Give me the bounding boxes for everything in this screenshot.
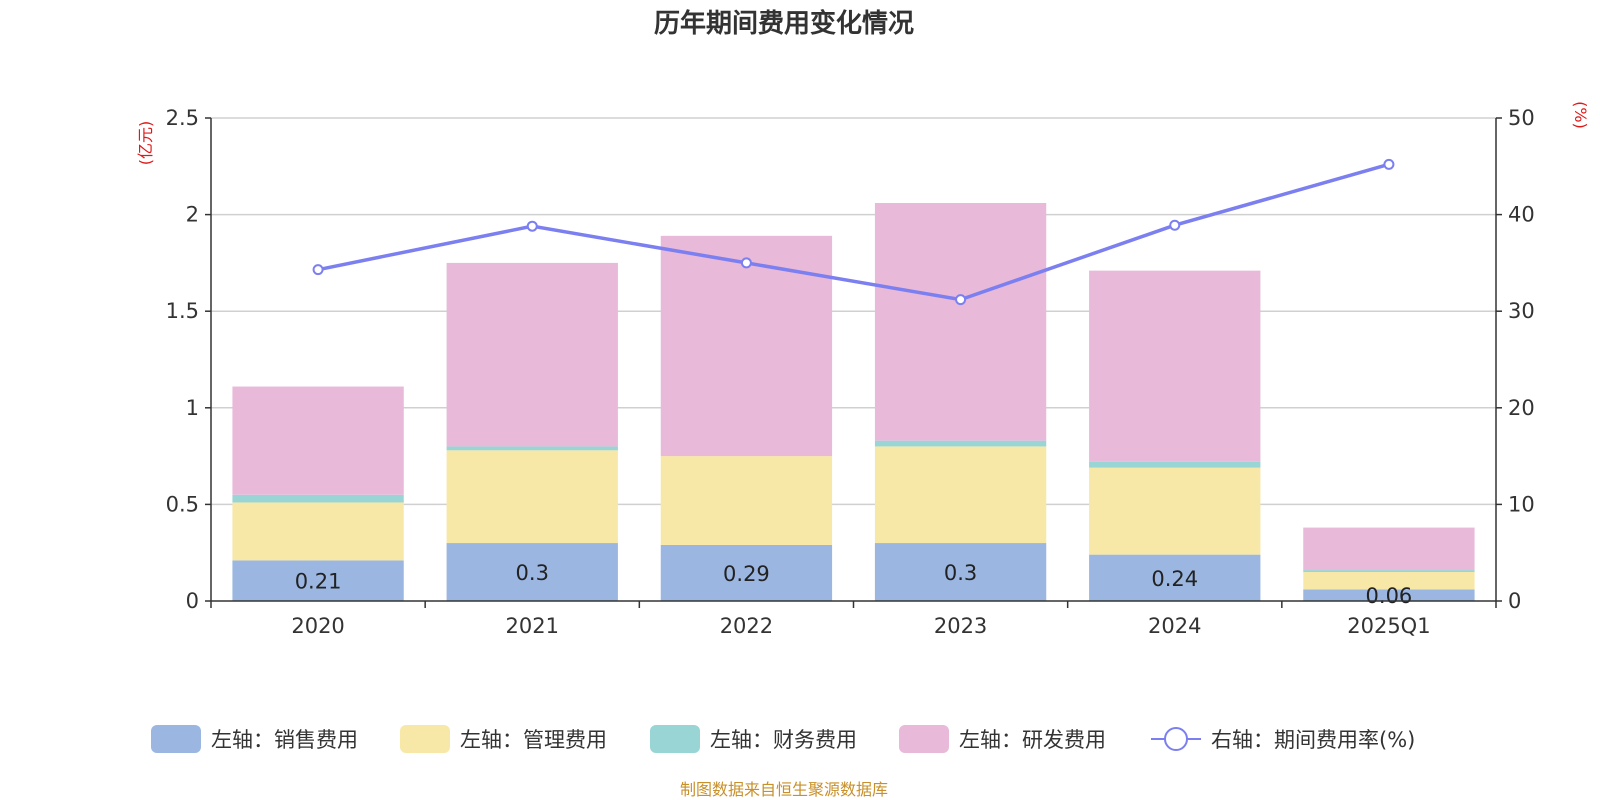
bar-segment [446, 262, 618, 447]
right-axis-tick-label: 20 [1508, 396, 1535, 420]
bar-value-label: 0.29 [723, 562, 770, 586]
rate-line [312, 158, 1395, 306]
bar-segment [446, 450, 618, 544]
left-axis-tick-label: 0 [186, 589, 199, 613]
x-axis-tick-label: 2021 [506, 614, 559, 638]
bar-value-label: 0.3 [944, 561, 977, 585]
bar-value-label: 0.24 [1151, 567, 1198, 591]
legend-label: 左轴：财务费用 [710, 728, 857, 752]
bar-segment [232, 502, 404, 561]
bar-segment [660, 456, 833, 545]
right-axis-tick-label: 50 [1508, 106, 1535, 130]
bar-segment [232, 494, 404, 503]
left-axis-tick-label: 0.5 [166, 492, 199, 516]
bar-value-label: 0.06 [1366, 584, 1413, 608]
legend-swatch [400, 725, 450, 753]
rate-point [1383, 158, 1395, 170]
left-axis-tick-label: 2 [186, 203, 199, 227]
x-axis-tick-label: 2025Q1 [1347, 614, 1430, 638]
right-axis-tick-label: 10 [1508, 492, 1535, 516]
bar-value-label: 0.21 [295, 570, 342, 594]
source-note: 制图数据来自恒生聚源数据库 [680, 780, 888, 799]
x-axis-tick-label: 2024 [1148, 614, 1201, 638]
bar-segment [1089, 461, 1261, 468]
right-axis-tick-label: 30 [1508, 299, 1535, 323]
rate-line-path [317, 162, 1390, 302]
bar-segment [660, 235, 833, 457]
rate-point [740, 257, 752, 269]
left-axis-tick-label: 1 [186, 396, 199, 420]
bar-segment [232, 386, 404, 495]
bar-segment [1303, 589, 1475, 601]
bar-segment [874, 203, 1047, 441]
bar-segment [1303, 570, 1475, 573]
chart-title: 历年期间费用变化情况 [654, 8, 914, 39]
bar-segment [874, 446, 1047, 544]
gridlines [211, 117, 1496, 506]
bar-segment [874, 440, 1047, 447]
x-axis-tick-label: 2023 [934, 614, 987, 638]
rate-point [955, 294, 967, 306]
bar-segment [1089, 467, 1261, 555]
right-axis-tick-label: 40 [1508, 203, 1535, 227]
bar-value-label: 0.3 [516, 561, 549, 585]
bar-segment [874, 543, 1047, 601]
legend-label: 左轴：管理费用 [460, 728, 607, 752]
legend-label: 左轴：销售费用 [211, 728, 358, 752]
legend-label: 左轴：研发费用 [959, 728, 1106, 752]
bar-segment [1303, 527, 1475, 571]
bar-segment [1089, 270, 1261, 462]
bar-segment [1089, 554, 1261, 601]
right-axis-tick-label: 0 [1508, 589, 1521, 613]
bars [232, 203, 1475, 601]
legend-label: 右轴：期间费用率(%) [1211, 728, 1415, 752]
left-axis-tick-label: 2.5 [166, 106, 199, 130]
x-axis-tick-label: 2022 [720, 614, 773, 638]
bar-segment [1303, 572, 1475, 590]
bar-segment [660, 544, 833, 601]
left-axis-unit: (亿元) [136, 121, 155, 166]
bar-segment [446, 446, 618, 451]
x-axis-tick-label: 2020 [291, 614, 344, 638]
rate-point [312, 264, 324, 276]
legend-swatch [650, 725, 700, 753]
rate-point [1169, 219, 1181, 231]
bar-segment [232, 560, 404, 601]
axes: 0 0.5 1 1.5 2 2.5 0 10 20 30 40 50 2020 2021 2022 2023 2… [166, 106, 1535, 638]
legend-marker [1164, 727, 1188, 751]
legend: 左轴：销售费用 左轴：管理费用 左轴：财务费用 左轴：研发费用 右轴：期间费用率(%) [151, 725, 1415, 753]
bar-segment [446, 543, 618, 601]
rate-point [526, 220, 538, 232]
legend-swatch [151, 725, 201, 753]
right-axis-unit: (%) [1571, 101, 1590, 129]
bar-labels: 0.21 0.3 0.29 0.3 0.24 0.06 [295, 561, 1413, 608]
left-axis-tick-label: 1.5 [166, 299, 199, 323]
legend-swatch [899, 725, 949, 753]
